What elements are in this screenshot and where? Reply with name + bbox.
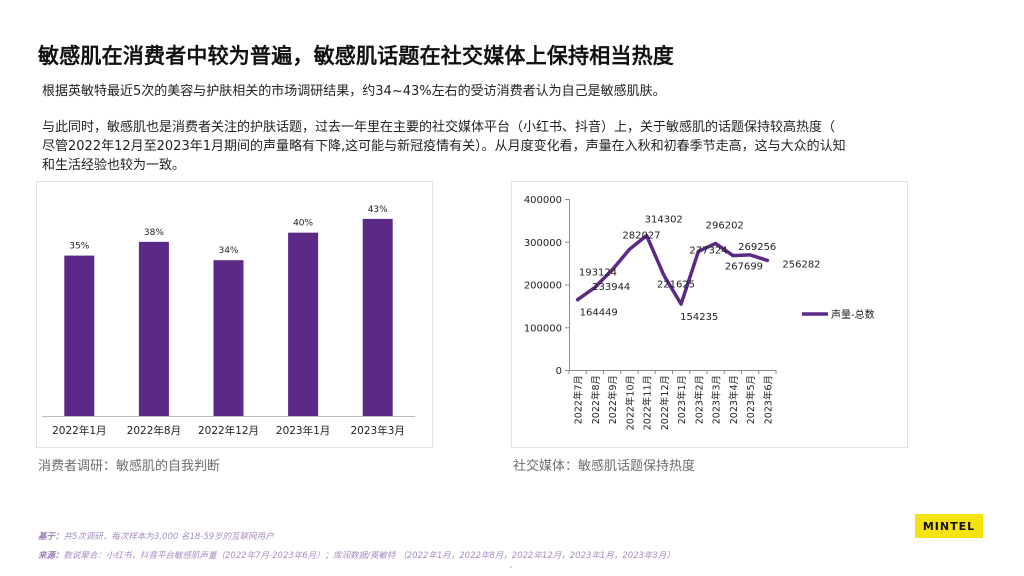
social-line-chart-panel: 400000 300000 200000 100000 0 2022年7月 2022年8月 2…	[511, 181, 908, 448]
social-caption: 社交媒体：敏感肌话题保持热度	[513, 459, 696, 474]
detail-line: 和生活经验也较为一致。	[42, 158, 186, 173]
bar-value-label: 43%	[368, 205, 388, 215]
survey-caption: 消费者调研：敏感肌的自我判断	[38, 459, 221, 474]
source-label: 来源：	[38, 551, 64, 561]
x-tick-label: 2023年3月	[711, 375, 723, 424]
social-line-chart: 400000 300000 200000 100000 0 2022年7月 2022年8月 2…	[524, 195, 875, 430]
line-data-label: 296202	[706, 220, 744, 231]
line-data-label: 193124	[579, 267, 617, 278]
x-tick-label: 2022年10月	[624, 375, 636, 430]
series-line	[575, 233, 770, 306]
bar-category-label: 2022年1月	[52, 424, 106, 437]
x-tick-label: 2023年4月	[728, 375, 740, 424]
y-tick-label: 400000	[524, 195, 562, 206]
bar-category-label: 2022年12月	[198, 424, 259, 437]
x-tick-label: 2023年2月	[693, 375, 705, 424]
intro-paragraph: 根据英敏特最近5次的美容与护肤相关的市场调研结果，约34~43%左右的受访消费者…	[42, 84, 666, 99]
legend-label: 声量-总数	[831, 308, 875, 321]
x-tick-label: 2022年9月	[607, 375, 619, 424]
y-tick-label: 200000	[524, 281, 562, 292]
x-tick-label: 2023年1月	[676, 375, 688, 424]
bar-value-label: 34%	[218, 246, 238, 256]
y-tick-label: 300000	[524, 238, 562, 249]
basis-text: 共5次调研，每次样本为3,000 名18-59岁的互联网用户	[63, 532, 274, 542]
bar-category-label: 2023年3月	[350, 424, 404, 437]
bar	[288, 232, 319, 416]
detail-line: 尽管2022年12月至2023年1月期间的声量略有下降,这可能与新冠疫情有关）。…	[42, 139, 846, 154]
bar-category-label: 2023年1月	[276, 424, 330, 437]
line-data-label: 282027	[622, 230, 660, 241]
survey-bar-chart: 35% 2022年1月 38% 2022年8月 34% 2022年12月 40% 2023年1…	[42, 205, 415, 437]
line-data-label: 256282	[782, 259, 820, 270]
basis-note: 基于：共5次调研，每次样本为3,000 名18-59岁的互联网用户	[38, 530, 274, 542]
line-data-label: 221625	[657, 279, 695, 290]
bar	[213, 260, 244, 416]
page-indicator-dot	[510, 566, 512, 568]
basis-label: 基于：	[38, 532, 64, 542]
survey-bar-chart-panel: 35% 2022年1月 38% 2022年8月 34% 2022年12月 40% 2023年1…	[36, 181, 433, 448]
bar	[138, 241, 169, 416]
page-title: 敏感肌在消费者中较为普遍，敏感肌话题在社交媒体上保持相当热度	[38, 44, 674, 68]
bar	[362, 218, 393, 416]
line-data-label: 267699	[725, 262, 763, 273]
bar-value-label: 38%	[144, 228, 164, 238]
bar-value-label: 40%	[293, 219, 313, 229]
line-data-label: 233944	[592, 282, 630, 293]
line-data-label: 314302	[645, 215, 683, 226]
x-tick-label: 2022年11月	[642, 375, 654, 430]
line-data-label: 277324	[689, 245, 727, 256]
x-tick-label: 2022年12月	[659, 375, 671, 430]
y-tick-label: 0	[556, 366, 562, 377]
line-data-label: 269256	[738, 242, 776, 253]
x-tick-label: 2022年7月	[573, 375, 585, 424]
source-note: 来源：数说聚合：小红书，抖音平台敏感肌声量（2022年7月-2023年6月）；库…	[38, 549, 675, 561]
line-data-label: 164449	[580, 308, 618, 319]
x-tick-label: 2023年5月	[745, 375, 757, 424]
line-data-label: 154235	[680, 312, 718, 323]
mintel-logo: MINTEL	[915, 514, 983, 538]
x-tick-label: 2022年8月	[590, 375, 602, 424]
source-text: 数说聚合：小红书，抖音平台敏感肌声量（2022年7月-2023年6月）；库润数据…	[63, 551, 675, 561]
detail-line: 与此同时，敏感肌也是消费者关注的护肤话题，过去一年里在主要的社交媒体平台（小红书…	[42, 120, 836, 135]
bar-category-label: 2022年8月	[127, 424, 181, 437]
detail-paragraph: 与此同时，敏感肌也是消费者关注的护肤话题，过去一年里在主要的社交媒体平台（小红书…	[42, 118, 982, 175]
bar	[64, 255, 95, 416]
bar-value-label: 35%	[69, 242, 89, 252]
x-tick-label: 2023年6月	[762, 375, 774, 424]
y-tick-label: 100000	[524, 323, 562, 334]
